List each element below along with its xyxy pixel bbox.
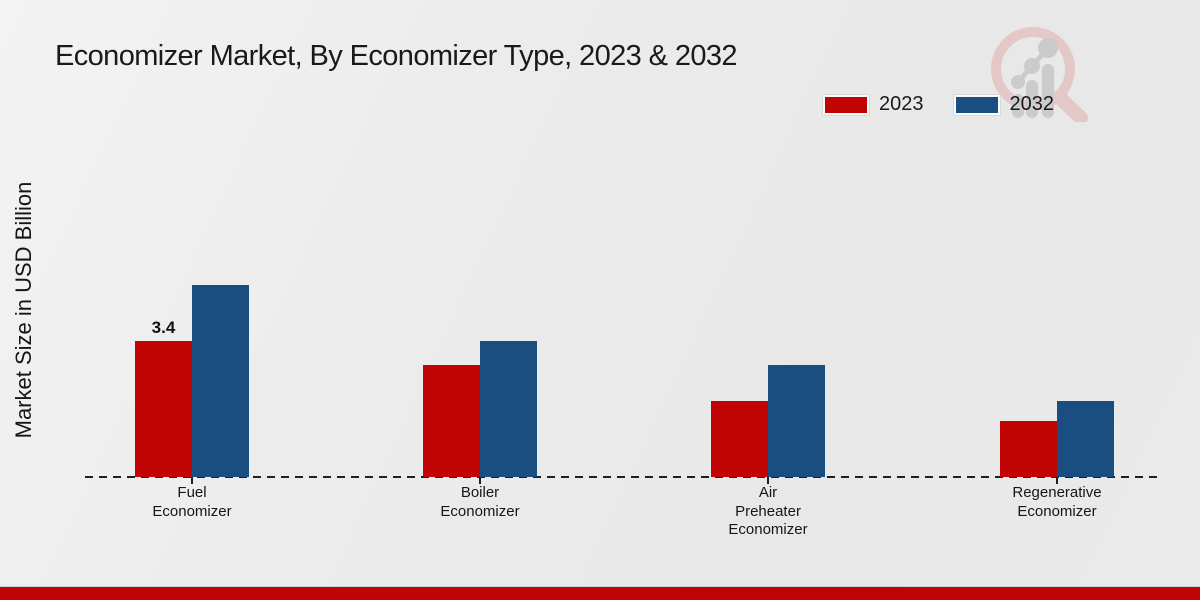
brand-watermark-magnifier-chart-icon xyxy=(991,27,1088,122)
bar-2023-boiler-economizer xyxy=(423,365,480,477)
chart-title: Economizer Market, By Economizer Type, 2… xyxy=(55,40,738,72)
bar-group-fuel-economizer xyxy=(135,285,249,477)
legend-swatch-2032 xyxy=(953,94,1000,115)
bar-group-boiler-economizer xyxy=(423,341,537,477)
legend-swatch-2023 xyxy=(823,94,869,115)
legend-item-2023: 2023 xyxy=(823,93,924,116)
bar-2032-air-preheater-economizer xyxy=(768,365,825,477)
bar-2032-fuel-economizer xyxy=(192,285,249,477)
category-label-air-preheater-economizer: Air Preheater Economizer xyxy=(728,484,808,538)
bar-group-regenerative-economizer xyxy=(1000,401,1114,477)
x-axis-tick-air-preheater-economizer xyxy=(767,477,769,484)
bar-value-label: 3.4 xyxy=(151,318,176,337)
bar-2032-boiler-economizer xyxy=(480,341,537,477)
bar-group-air-preheater-economizer xyxy=(711,365,825,477)
category-label-regenerative-economizer: Regenerative Economizer xyxy=(1012,484,1102,520)
x-axis-baseline xyxy=(85,476,1163,478)
bar-2023-regenerative-economizer xyxy=(1000,421,1057,477)
x-axis-tick-regenerative-economizer xyxy=(1056,477,1058,484)
legend-label-2032: 2032 xyxy=(1009,93,1055,115)
x-axis-tick-fuel-economizer xyxy=(191,477,193,484)
chart-legend: 2023 2032 xyxy=(823,93,1054,116)
bar-2023-fuel-economizer xyxy=(135,341,192,477)
legend-item-2032: 2032 xyxy=(953,93,1055,116)
x-axis-tick-boiler-economizer xyxy=(479,477,481,484)
bar-2023-air-preheater-economizer xyxy=(711,401,768,477)
bar-2032-regenerative-economizer xyxy=(1057,401,1114,477)
category-label-fuel-economizer: Fuel Economizer xyxy=(152,484,232,520)
category-label-boiler-economizer: Boiler Economizer xyxy=(440,484,520,520)
legend-label-2023: 2023 xyxy=(879,93,924,115)
footer-accent-bar xyxy=(0,586,1200,600)
